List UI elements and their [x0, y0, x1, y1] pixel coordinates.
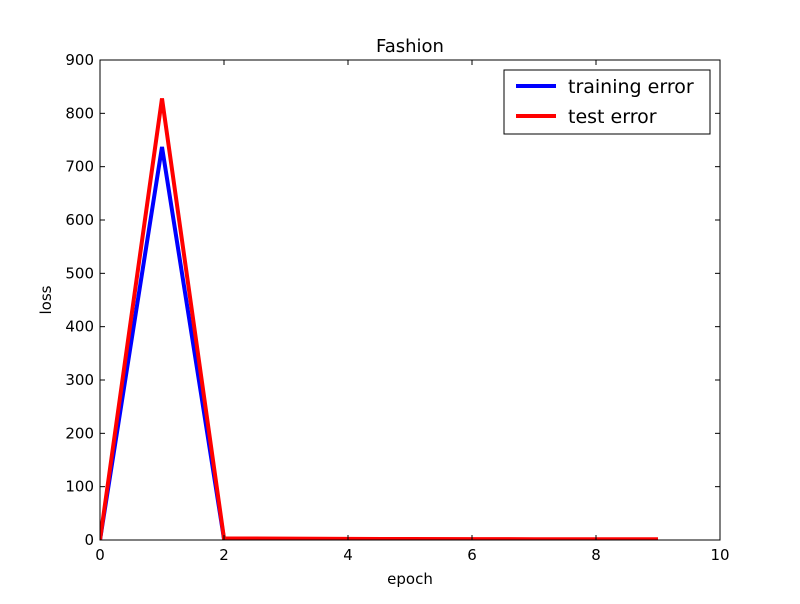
x-tick-label: 6: [467, 546, 477, 564]
y-tick-label: 400: [65, 318, 94, 336]
x-tick-label: 2: [219, 546, 229, 564]
legend-label: training error: [568, 76, 694, 98]
y-tick-label: 700: [65, 158, 94, 176]
x-tick-label: 0: [95, 546, 105, 564]
x-tick-label: 4: [343, 546, 353, 564]
x-tick-label: 10: [710, 546, 729, 564]
y-axis-label: loss: [37, 285, 55, 314]
legend-label: test error: [568, 106, 657, 128]
y-tick-label: 100: [65, 478, 94, 496]
y-tick-label: 800: [65, 104, 94, 122]
y-tick-label: 0: [84, 531, 94, 549]
y-tick-label: 500: [65, 264, 94, 282]
series-line-test-error: [100, 98, 659, 540]
legend-box: [503, 69, 711, 135]
series-layer: [100, 98, 659, 540]
y-tick-label: 200: [65, 424, 94, 442]
y-tick-label: 300: [65, 371, 94, 389]
plot-frame: [99, 59, 721, 541]
x-tick-label: 8: [591, 546, 601, 564]
y-tick-label: 600: [65, 211, 94, 229]
chart-title: Fashion: [376, 36, 444, 57]
legend: training error test error: [503, 69, 711, 135]
series-line-training-error: [100, 146, 659, 540]
x-axis-label: epoch: [387, 570, 433, 588]
y-tick-label: 900: [65, 51, 94, 69]
